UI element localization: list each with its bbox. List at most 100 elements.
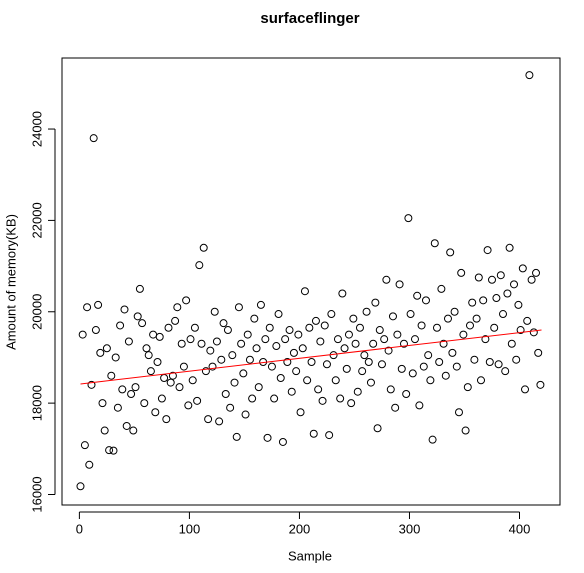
point [318,396,327,405]
point [173,303,182,312]
point [369,339,378,348]
point [287,387,296,396]
point [366,378,375,387]
point [274,310,283,319]
point [135,284,144,293]
point [89,134,98,143]
point [162,415,171,424]
point [206,346,215,355]
point [459,330,468,339]
point [138,319,147,328]
point [256,300,265,309]
point [109,446,118,455]
point [140,399,149,408]
point [327,310,336,319]
point [261,335,270,344]
point [525,71,534,80]
y-axis-label: Amount of memory(KB) [3,214,18,350]
point [358,367,367,376]
point [237,339,246,348]
point [481,335,490,344]
point [364,358,373,367]
point [417,321,426,330]
point [270,394,279,403]
point [129,426,138,435]
point [314,385,323,394]
point [347,399,356,408]
point [430,239,439,248]
point [278,437,287,446]
point [91,326,100,335]
point [248,394,257,403]
point [523,316,532,325]
point [536,380,545,389]
point [514,300,523,309]
point [450,307,459,316]
point [415,401,424,410]
point [309,429,318,438]
point [461,426,470,435]
point [532,268,541,277]
point [116,321,125,330]
point [252,344,261,353]
point [250,314,259,323]
point [492,294,501,303]
point [499,310,508,319]
x-tick-label: 0 [76,521,83,536]
point [496,271,505,280]
point [245,355,254,364]
point [521,385,530,394]
point [179,362,188,371]
point [448,348,457,357]
point [155,332,164,341]
point [510,280,519,289]
point [439,339,448,348]
point [410,335,419,344]
point [421,296,430,305]
point [446,248,455,257]
point [153,358,162,367]
point [142,344,151,353]
point [234,303,243,312]
point [197,339,206,348]
point [476,376,485,385]
point [118,385,127,394]
point [182,296,191,305]
point [377,360,386,369]
point [265,323,274,332]
point [168,371,177,380]
point [96,348,105,357]
x-axis-label: Sample [288,548,332,563]
point [298,344,307,353]
point [441,371,450,380]
point [432,323,441,332]
point [351,339,360,348]
point [267,362,276,371]
point [443,314,452,323]
point [94,300,103,309]
point [223,326,232,335]
point [485,358,494,367]
y-tick-label: 24000 [29,111,44,147]
point [388,312,397,321]
point [217,355,226,364]
point [325,431,334,440]
point [406,310,415,319]
point [133,312,142,321]
point [474,273,483,282]
point [107,371,116,380]
point [212,337,221,346]
point [105,446,114,455]
point [463,383,472,392]
point [349,314,358,323]
point [331,376,340,385]
point [391,403,400,412]
point [452,362,461,371]
y-tick-label: 22000 [29,202,44,238]
point [263,433,272,442]
point [386,385,395,394]
point [164,323,173,332]
point [353,387,362,396]
